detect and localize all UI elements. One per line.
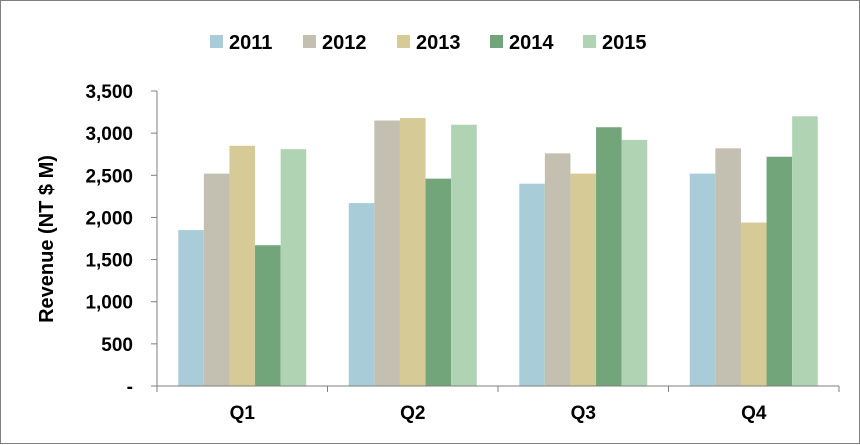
bar-2013-q4 bbox=[740, 222, 767, 386]
bar-2011-q1 bbox=[178, 230, 204, 386]
legend-swatch-2011 bbox=[210, 35, 223, 48]
bars bbox=[178, 116, 818, 387]
y-tick-label: 3,500 bbox=[85, 82, 133, 103]
bar-2011-q3 bbox=[519, 183, 545, 386]
legend-swatch-2013 bbox=[397, 35, 410, 48]
bar-2013-q1 bbox=[229, 145, 256, 386]
legend-swatch-2015 bbox=[583, 35, 596, 48]
axes bbox=[156, 91, 840, 392]
x-axis-labels: Q1 Q2 Q3 Q4 bbox=[230, 403, 767, 424]
x-tick-label: Q3 bbox=[571, 403, 596, 424]
y-tick-label: 2,000 bbox=[85, 208, 133, 229]
legend-label-2014: 2014 bbox=[509, 32, 554, 54]
bar-2012-q3 bbox=[544, 153, 571, 386]
bar-2012-q1 bbox=[203, 173, 230, 386]
bar-2014-q2 bbox=[425, 178, 452, 386]
bar-2014-q3 bbox=[596, 127, 622, 386]
legend-label-2015: 2015 bbox=[602, 32, 647, 54]
bar-2013-q2 bbox=[399, 117, 426, 386]
x-tick-label: Q1 bbox=[230, 403, 256, 424]
bar-2015-q2 bbox=[451, 124, 477, 386]
legend-label-2013: 2013 bbox=[416, 32, 461, 54]
y-tick-label: 1,000 bbox=[85, 293, 133, 314]
y-tick-label: - bbox=[127, 377, 133, 398]
bar-2011-q2 bbox=[348, 203, 375, 386]
y-tick-label: 2,500 bbox=[85, 166, 133, 187]
legend-swatch-2014 bbox=[490, 35, 503, 48]
legend-label-2012: 2012 bbox=[322, 32, 367, 54]
bar-2013-q3 bbox=[570, 173, 597, 386]
legend: 2011 2012 2013 2014 2015 bbox=[210, 32, 647, 54]
legend-swatch-2012 bbox=[303, 35, 316, 48]
legend-label-2011: 2011 bbox=[229, 32, 272, 54]
y-tick-label: 3,000 bbox=[85, 124, 133, 145]
y-tick-label: 1,500 bbox=[85, 251, 133, 272]
y-axis-ticks: - 500 1,000 1,500 2,000 2,500 3,000 3,500 bbox=[85, 82, 157, 398]
bar-2012-q2 bbox=[374, 120, 400, 386]
bar-2015-q3 bbox=[621, 139, 648, 386]
x-tick-label: Q4 bbox=[741, 403, 767, 424]
y-axis-title: Revenue (NT $ M) bbox=[36, 155, 58, 323]
bar-2011-q4 bbox=[689, 173, 716, 386]
bar-2014-q4 bbox=[766, 156, 793, 386]
bar-2015-q1 bbox=[280, 149, 307, 386]
bar-2012-q4 bbox=[715, 148, 741, 386]
bar-2014-q1 bbox=[255, 245, 281, 386]
y-tick-label: 500 bbox=[101, 335, 133, 356]
x-tick-label: Q2 bbox=[400, 403, 425, 424]
bar-2015-q4 bbox=[792, 116, 818, 387]
